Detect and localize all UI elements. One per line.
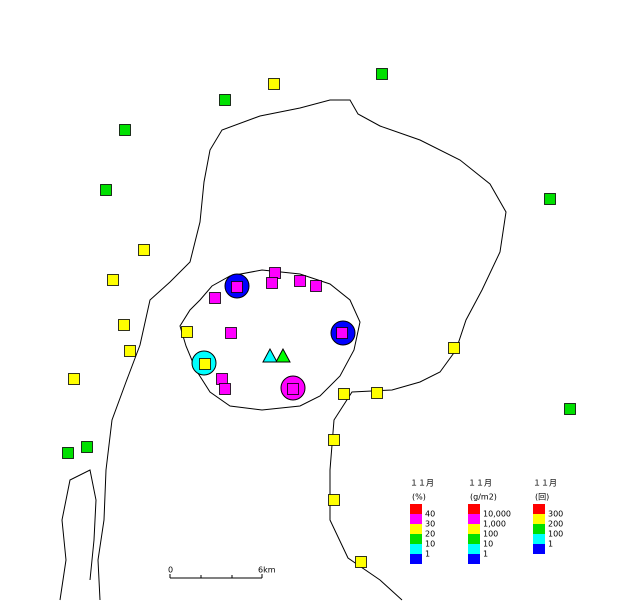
square-marker <box>231 281 243 293</box>
legend-swatch <box>468 554 480 564</box>
legend-title: １１月 <box>533 479 557 488</box>
legend-swatch <box>410 534 422 544</box>
square-marker <box>355 556 367 568</box>
markers <box>62 68 576 568</box>
triangle-marker <box>262 347 278 363</box>
square-marker <box>216 373 228 385</box>
square-marker <box>448 342 460 354</box>
square-marker <box>138 244 150 256</box>
square-marker <box>336 327 348 339</box>
square-marker <box>219 383 231 395</box>
legend-label: 300 <box>548 510 563 519</box>
legend-label: 100 <box>548 530 563 539</box>
square-marker <box>376 68 388 80</box>
legend-swatch <box>533 544 545 554</box>
legend-swatch <box>410 554 422 564</box>
legend-title: １１月 <box>410 479 434 488</box>
square-marker <box>287 383 299 395</box>
legend-title: １１月 <box>468 479 492 488</box>
square-marker <box>371 387 383 399</box>
legend-swatch <box>410 514 422 524</box>
square-marker <box>269 267 281 279</box>
legend-swatch <box>533 514 545 524</box>
legend-label: 10 <box>425 540 435 549</box>
legend: １１月(%)403020101１１月(g/m2)10,0001,00010010… <box>410 479 563 564</box>
coastline <box>59 469 97 601</box>
legend-label: 30 <box>425 520 435 529</box>
legend-label: 10,000 <box>483 510 511 519</box>
legend-label: 1 <box>548 540 553 549</box>
square-marker <box>68 373 80 385</box>
legend-unit: (%) <box>412 493 426 502</box>
legend-swatch <box>410 524 422 534</box>
scale-label: 6km <box>258 566 276 575</box>
square-marker <box>181 326 193 338</box>
legend-label: 1 <box>483 550 488 559</box>
legend-swatch <box>533 534 545 544</box>
square-marker <box>209 292 221 304</box>
square-marker <box>268 78 280 90</box>
legend-swatch <box>468 544 480 554</box>
legend-label: 10 <box>483 540 493 549</box>
legend-unit: (g/m2) <box>470 493 497 502</box>
legend-swatch <box>533 524 545 534</box>
legend-swatch <box>410 504 422 514</box>
square-marker <box>118 319 130 331</box>
square-marker <box>294 275 306 287</box>
legend-swatch <box>468 534 480 544</box>
square-marker <box>124 345 136 357</box>
legend-swatch <box>468 504 480 514</box>
legend-label: 40 <box>425 510 435 519</box>
square-marker <box>328 434 340 446</box>
coastline <box>97 99 507 601</box>
square-marker <box>62 447 74 459</box>
coastline <box>179 269 361 411</box>
square-marker <box>266 277 278 289</box>
square-marker <box>100 184 112 196</box>
legend-label: 100 <box>483 530 498 539</box>
square-marker <box>564 403 576 415</box>
triangle-marker <box>275 347 291 363</box>
legend-swatch <box>468 524 480 534</box>
square-marker <box>310 280 322 292</box>
square-marker <box>219 94 231 106</box>
square-marker <box>119 124 131 136</box>
scale-label: 0 <box>168 566 173 575</box>
legend-unit: (回) <box>535 493 549 502</box>
legend-swatch <box>410 544 422 554</box>
legend-label: 1,000 <box>483 520 506 529</box>
legend-label: 20 <box>425 530 435 539</box>
scale-bar: 0 6km <box>168 566 276 579</box>
square-marker <box>81 441 93 453</box>
legend-swatch <box>468 514 480 524</box>
legend-swatch <box>533 504 545 514</box>
square-marker <box>328 494 340 506</box>
square-marker <box>544 193 556 205</box>
square-marker <box>199 358 211 370</box>
legend-label: 200 <box>548 520 563 529</box>
square-marker <box>225 327 237 339</box>
square-marker <box>107 274 119 286</box>
legend-label: 1 <box>425 550 430 559</box>
square-marker <box>338 388 350 400</box>
